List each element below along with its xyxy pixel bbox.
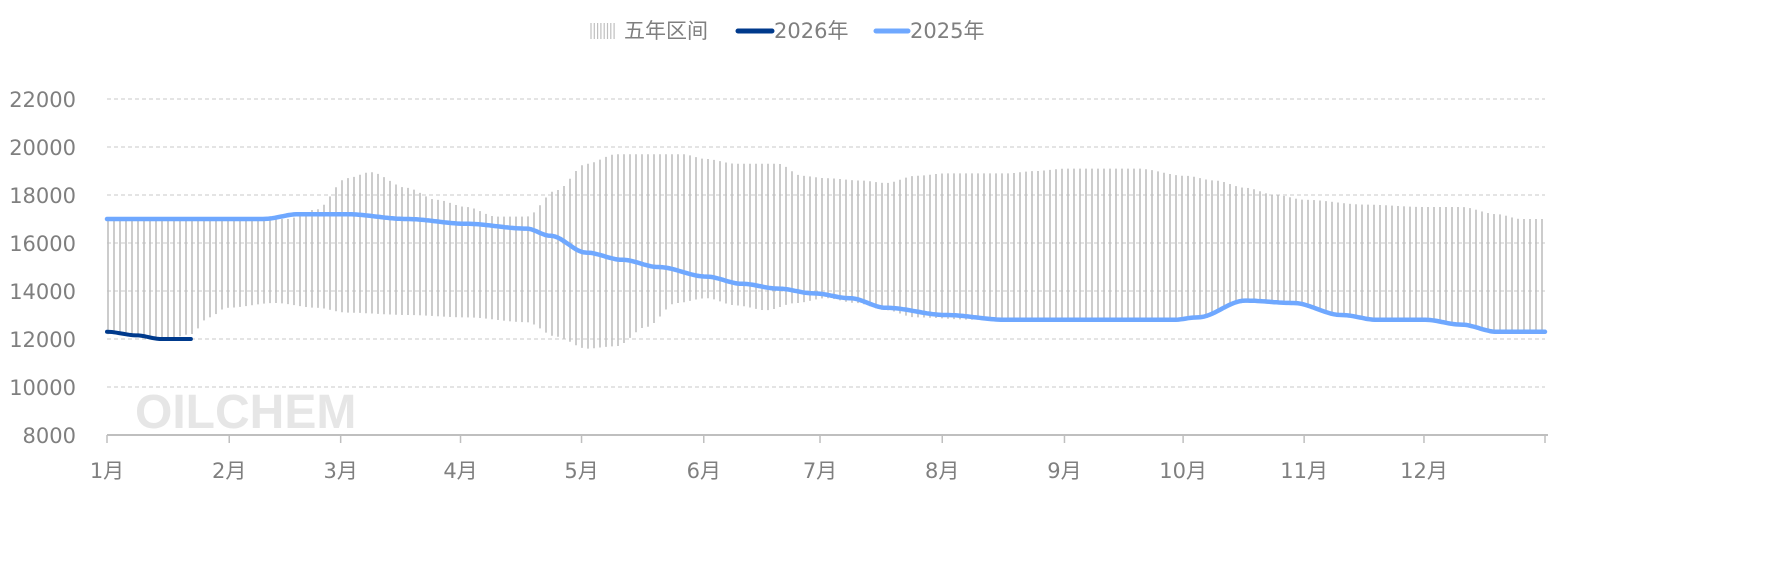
series-2026-line [105,329,193,341]
legend-range: 五年区间 [590,19,708,43]
x-tick-label: 6月 [687,459,721,483]
x-tick-label: 8月 [925,459,959,483]
x-tick-label: 2月 [212,459,246,483]
x-tick-label: 7月 [803,459,837,483]
legend-2026: 2026年 [735,19,848,43]
y-tick-label: 12000 [9,328,76,352]
x-tick-label: 12月 [1400,459,1448,483]
y-tick-label: 14000 [9,280,76,304]
x-tick-label: 11月 [1280,459,1328,483]
y-tick-label: 22000 [9,88,76,112]
x-tick-label: 5月 [564,459,598,483]
y-tick-label: 20000 [9,136,76,160]
x-tick-label: 4月 [443,459,477,483]
y-tick-label: 8000 [23,424,76,448]
x-tick-label: 10月 [1159,459,1207,483]
legend-2026-label: 2026年 [774,19,848,43]
watermark-logo: OILCHEM [135,386,356,439]
x-tick-label: 9月 [1047,459,1081,483]
legend-2025-label: 2025年 [910,19,984,43]
legend-range-label: 五年区间 [624,19,708,43]
x-tick-label: 1月 [90,459,124,483]
legend-2025: 2025年 [873,19,984,43]
five-year-range-bars [107,154,1543,349]
x-tick-label: 3月 [323,459,357,483]
legend: 五年区间 2026年 2025年 [590,19,984,43]
y-tick-label: 16000 [9,232,76,256]
y-tick-label: 18000 [9,184,76,208]
y-tick-label: 10000 [9,376,76,400]
legend-range-swatch [590,23,615,39]
series-2025-line [104,211,1548,335]
